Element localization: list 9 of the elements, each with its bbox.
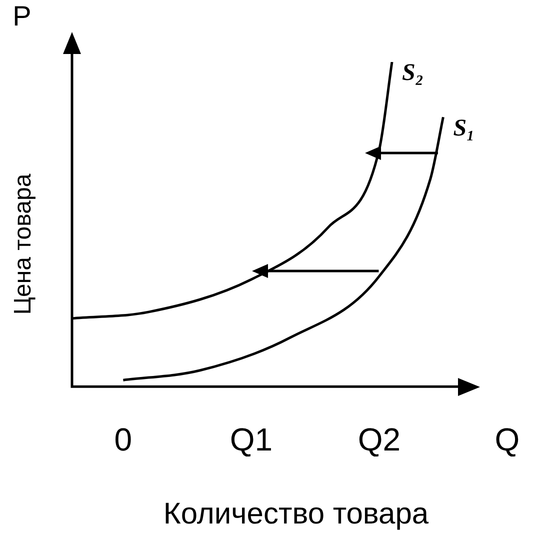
- series-label: S₁: [453, 115, 475, 142]
- x-tick-label: Q: [494, 422, 520, 458]
- x-tick-label: Q1: [230, 422, 273, 458]
- series-label: S₂: [402, 60, 424, 86]
- y-axis-title: Цена товара: [10, 173, 37, 315]
- text: P: [12, 0, 32, 32]
- x-tick-label: Q2: [358, 422, 401, 458]
- x-axis-title: Количество товара: [163, 497, 429, 530]
- x-tick-label: 0: [114, 422, 132, 458]
